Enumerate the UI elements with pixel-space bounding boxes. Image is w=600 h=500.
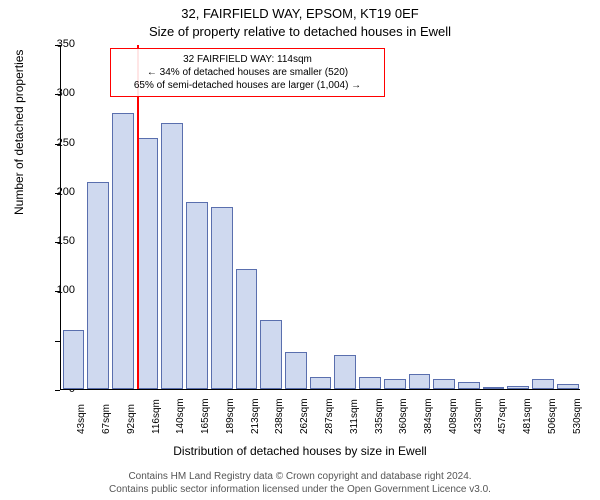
copyright-line2: Contains public sector information licen…: [0, 483, 600, 496]
chart-title-description: Size of property relative to detached ho…: [0, 24, 600, 39]
histogram-bar: [532, 379, 554, 389]
histogram-bar: [483, 387, 505, 389]
x-tick-label: 384sqm: [423, 398, 434, 434]
histogram-bar: [458, 382, 480, 389]
x-tick-label: 189sqm: [225, 398, 236, 434]
x-tick-label: 457sqm: [497, 398, 508, 434]
histogram-bar: [137, 138, 159, 389]
histogram-bar: [260, 320, 282, 389]
x-tick-label: 262sqm: [299, 398, 310, 434]
histogram-bar: [384, 379, 406, 389]
x-tick-label: 311sqm: [349, 399, 360, 434]
histogram-bar: [359, 377, 381, 389]
annotation-line3: 65% of semi-detached houses are larger (…: [117, 79, 378, 92]
x-tick-label: 506sqm: [547, 398, 558, 434]
histogram-bar: [161, 123, 183, 389]
histogram-bar: [557, 384, 579, 389]
copyright-line1: Contains HM Land Registry data © Crown c…: [0, 470, 600, 483]
histogram-bar: [87, 182, 109, 389]
x-tick-label: 67sqm: [101, 404, 112, 434]
histogram-bar: [334, 355, 356, 390]
histogram-bar: [112, 113, 134, 389]
x-tick-label: 530sqm: [572, 398, 583, 434]
y-axis-title: Number of detached properties: [12, 50, 26, 215]
histogram-bar: [285, 352, 307, 389]
x-tick-label: 92sqm: [126, 404, 137, 434]
y-tick-mark: [55, 390, 60, 391]
x-tick-label: 213sqm: [250, 398, 261, 434]
copyright-notice: Contains HM Land Registry data © Crown c…: [0, 470, 600, 496]
x-tick-label: 238sqm: [274, 398, 285, 434]
histogram-bar: [409, 374, 431, 389]
x-tick-label: 335sqm: [374, 398, 385, 434]
x-tick-label: 481sqm: [522, 398, 533, 434]
x-tick-label: 433sqm: [473, 398, 484, 434]
x-axis-title: Distribution of detached houses by size …: [0, 444, 600, 458]
x-tick-label: 43sqm: [76, 404, 87, 434]
histogram-bar: [63, 330, 85, 389]
chart-title-address: 32, FAIRFIELD WAY, EPSOM, KT19 0EF: [0, 6, 600, 21]
annotation-box: 32 FAIRFIELD WAY: 114sqm ← 34% of detach…: [110, 48, 385, 97]
x-tick-label: 408sqm: [448, 398, 459, 434]
histogram-bar: [507, 386, 529, 389]
x-tick-label: 287sqm: [324, 398, 335, 434]
histogram-bar: [310, 377, 332, 389]
histogram-bar: [236, 269, 258, 389]
x-tick-label: 360sqm: [398, 398, 409, 434]
annotation-line1: 32 FAIRFIELD WAY: 114sqm: [117, 53, 378, 66]
histogram-bar: [433, 379, 455, 389]
x-tick-label: 116sqm: [151, 399, 162, 434]
x-tick-label: 140sqm: [175, 398, 186, 434]
x-tick-label: 165sqm: [200, 398, 211, 434]
annotation-line2: ← 34% of detached houses are smaller (52…: [117, 66, 378, 79]
histogram-bar: [186, 202, 208, 389]
histogram-bar: [211, 207, 233, 389]
chart-container: 32, FAIRFIELD WAY, EPSOM, KT19 0EF Size …: [0, 0, 600, 500]
